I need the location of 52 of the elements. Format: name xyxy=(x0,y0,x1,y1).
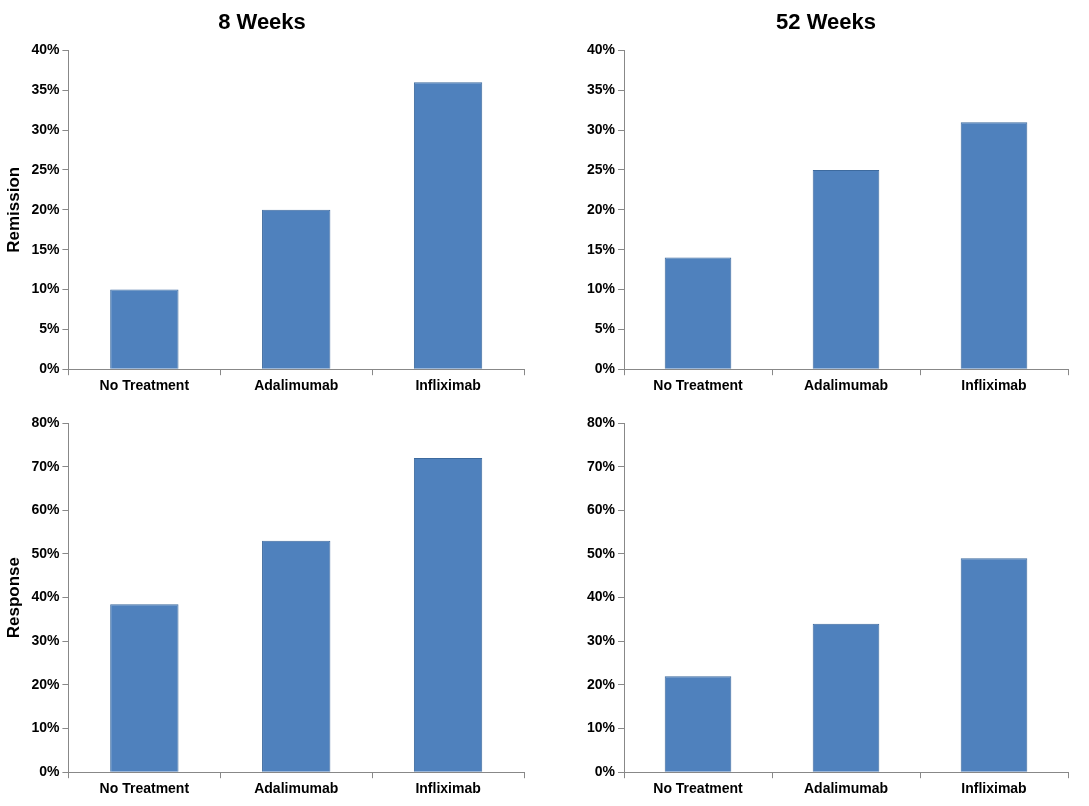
y-tick-label: 0% xyxy=(594,763,616,780)
chart-title: 8 Weeks xyxy=(218,9,306,35)
x-tick-label: Infliximab xyxy=(415,780,481,797)
y-tick-label: 20% xyxy=(586,200,616,217)
y-tick-label: 10% xyxy=(31,719,60,736)
y-tick-label: 50% xyxy=(586,544,616,561)
y-tick-label: 0% xyxy=(594,360,616,377)
y-tick-label: 15% xyxy=(31,240,60,257)
y-tick-label: 40% xyxy=(31,41,60,58)
y-tick-label: 35% xyxy=(586,81,616,98)
y-tick-label: 5% xyxy=(594,320,616,337)
y-tick-label: 30% xyxy=(586,120,616,137)
y-tick-label: 35% xyxy=(31,81,60,98)
y-tick-label: 0% xyxy=(39,763,60,780)
x-tick-label: Infliximab xyxy=(415,377,481,394)
x-tick-label: Adalimumab xyxy=(254,780,339,797)
y-tick-label: 30% xyxy=(31,120,60,137)
y-tick-label: 10% xyxy=(31,280,60,297)
chart-title: 52 Weeks xyxy=(776,9,876,35)
x-tick-label: No Treatment xyxy=(99,780,190,797)
y-tick-label: 50% xyxy=(31,544,60,561)
x-tick-label: Adalimumab xyxy=(254,377,339,394)
x-tick-label: Adalimumab xyxy=(804,780,889,797)
x-tick-label: Infliximab xyxy=(961,377,1027,394)
y-axis-title: Remission xyxy=(3,166,23,253)
y-tick-label: 60% xyxy=(31,501,60,518)
y-tick-label: 0% xyxy=(39,360,60,377)
y-tick-label: 10% xyxy=(586,719,616,736)
y-tick-label: 20% xyxy=(31,200,60,217)
y-tick-label: 40% xyxy=(586,41,616,58)
y-tick-label: 80% xyxy=(586,413,616,430)
x-tick-label: No Treatment xyxy=(99,377,190,394)
y-tick-label: 10% xyxy=(586,280,616,297)
x-tick-label: No Treatment xyxy=(653,377,744,394)
y-tick-label: 70% xyxy=(586,457,616,474)
y-tick-label: 30% xyxy=(586,632,616,649)
y-tick-label: 5% xyxy=(39,320,60,337)
y-tick-label: 25% xyxy=(31,160,60,177)
y-tick-label: 80% xyxy=(31,413,60,430)
y-axis-title: Response xyxy=(3,556,23,639)
y-tick-label: 60% xyxy=(586,501,616,518)
y-tick-label: 20% xyxy=(31,675,60,692)
y-tick-label: 30% xyxy=(31,632,60,649)
y-tick-label: 40% xyxy=(586,588,616,605)
y-tick-label: 40% xyxy=(31,588,60,605)
x-tick-label: Infliximab xyxy=(961,780,1027,797)
x-tick-label: Adalimumab xyxy=(804,377,889,394)
y-tick-label: 25% xyxy=(586,160,616,177)
y-tick-label: 70% xyxy=(31,457,60,474)
y-tick-label: 15% xyxy=(586,240,616,257)
y-tick-label: 20% xyxy=(586,675,616,692)
x-tick-label: No Treatment xyxy=(653,780,744,797)
